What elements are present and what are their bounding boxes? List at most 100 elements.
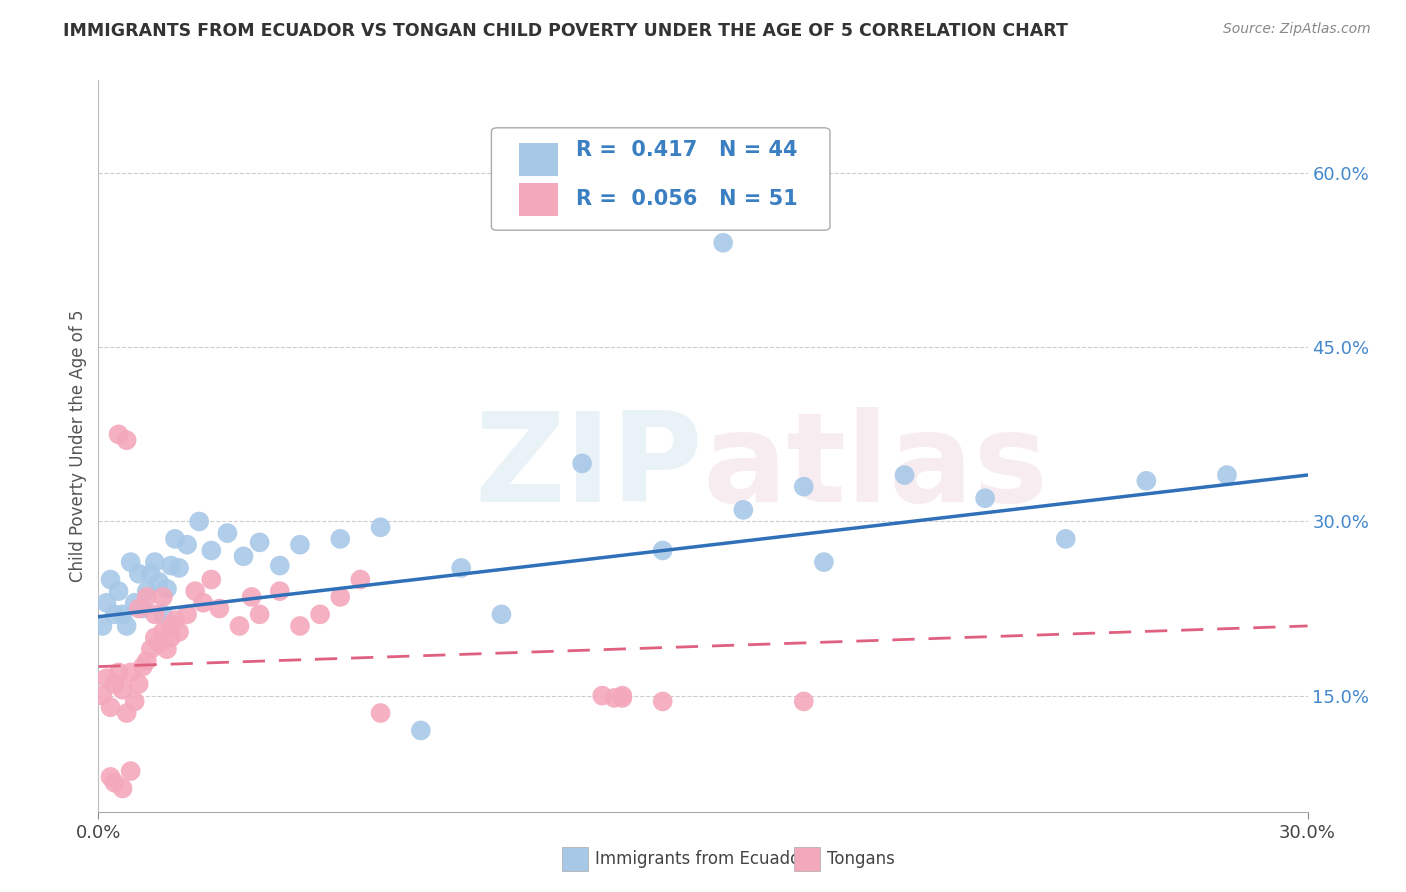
- Point: [193, 596, 215, 610]
- Point: [128, 566, 150, 581]
- Point: [167, 561, 190, 575]
- Point: [167, 624, 190, 639]
- Point: [120, 555, 142, 569]
- Point: [100, 770, 122, 784]
- Point: [249, 607, 271, 622]
- Point: [148, 574, 170, 589]
- Point: [188, 515, 211, 529]
- Point: [135, 584, 157, 599]
- Text: R =  0.417   N = 44: R = 0.417 N = 44: [576, 140, 797, 160]
- Point: [1135, 474, 1157, 488]
- Point: [269, 558, 291, 573]
- Point: [249, 535, 271, 549]
- Point: [156, 582, 179, 596]
- Point: [96, 596, 118, 610]
- Point: [100, 573, 122, 587]
- Point: [124, 694, 146, 708]
- Point: [200, 573, 222, 587]
- Point: [111, 781, 134, 796]
- Point: [96, 671, 118, 685]
- Point: [120, 665, 142, 680]
- Text: R =  0.056   N = 51: R = 0.056 N = 51: [576, 189, 797, 209]
- Point: [103, 677, 125, 691]
- Point: [288, 538, 311, 552]
- Point: [103, 607, 125, 622]
- Y-axis label: Child Poverty Under the Age of 5: Child Poverty Under the Age of 5: [69, 310, 87, 582]
- Point: [115, 433, 138, 447]
- Point: [591, 689, 613, 703]
- Point: [148, 636, 170, 650]
- Point: [893, 468, 915, 483]
- Point: [111, 682, 134, 697]
- Point: [152, 590, 174, 604]
- Text: IMMIGRANTS FROM ECUADOR VS TONGAN CHILD POVERTY UNDER THE AGE OF 5 CORRELATION C: IMMIGRANTS FROM ECUADOR VS TONGAN CHILD …: [63, 22, 1069, 40]
- Point: [111, 607, 134, 622]
- Point: [571, 457, 593, 471]
- Point: [309, 607, 332, 622]
- Point: [651, 543, 673, 558]
- Point: [160, 558, 183, 573]
- Point: [603, 690, 626, 705]
- Point: [450, 561, 472, 575]
- Point: [135, 654, 157, 668]
- Point: [711, 235, 734, 250]
- Point: [1054, 532, 1077, 546]
- Point: [228, 619, 250, 633]
- Point: [152, 624, 174, 639]
- Point: [240, 590, 263, 604]
- Point: [124, 596, 146, 610]
- Point: [143, 555, 166, 569]
- Point: [103, 775, 125, 789]
- Bar: [519, 144, 558, 176]
- Point: [733, 503, 755, 517]
- Point: [132, 601, 155, 615]
- Point: [1216, 468, 1239, 483]
- Point: [349, 573, 371, 587]
- Point: [107, 665, 129, 680]
- Point: [100, 700, 122, 714]
- Point: [115, 619, 138, 633]
- Point: [143, 631, 166, 645]
- Point: [217, 526, 239, 541]
- Point: [120, 764, 142, 778]
- Point: [107, 427, 129, 442]
- Point: [115, 706, 138, 720]
- Point: [793, 694, 815, 708]
- Point: [370, 520, 392, 534]
- Point: [491, 607, 513, 622]
- Point: [163, 613, 186, 627]
- Point: [329, 532, 352, 546]
- Point: [107, 584, 129, 599]
- Point: [156, 642, 179, 657]
- Point: [91, 619, 114, 633]
- Text: Tongans: Tongans: [827, 850, 894, 868]
- Point: [208, 601, 231, 615]
- Point: [152, 607, 174, 622]
- Point: [329, 590, 352, 604]
- Point: [128, 601, 150, 615]
- Text: Immigrants from Ecuador: Immigrants from Ecuador: [595, 850, 807, 868]
- Point: [128, 677, 150, 691]
- Point: [184, 584, 207, 599]
- Point: [370, 706, 392, 720]
- Point: [176, 607, 198, 622]
- Point: [200, 543, 222, 558]
- Text: ZIP: ZIP: [474, 408, 703, 528]
- Point: [232, 549, 254, 564]
- Point: [612, 690, 634, 705]
- Point: [160, 631, 183, 645]
- Point: [91, 689, 114, 703]
- Point: [143, 607, 166, 622]
- Point: [132, 659, 155, 673]
- Point: [813, 555, 835, 569]
- Point: [135, 590, 157, 604]
- Point: [288, 619, 311, 633]
- Point: [651, 694, 673, 708]
- Point: [409, 723, 432, 738]
- Point: [163, 532, 186, 546]
- Point: [612, 689, 634, 703]
- Text: atlas: atlas: [703, 408, 1049, 528]
- Point: [269, 584, 291, 599]
- Point: [139, 566, 162, 581]
- Text: Source: ZipAtlas.com: Source: ZipAtlas.com: [1223, 22, 1371, 37]
